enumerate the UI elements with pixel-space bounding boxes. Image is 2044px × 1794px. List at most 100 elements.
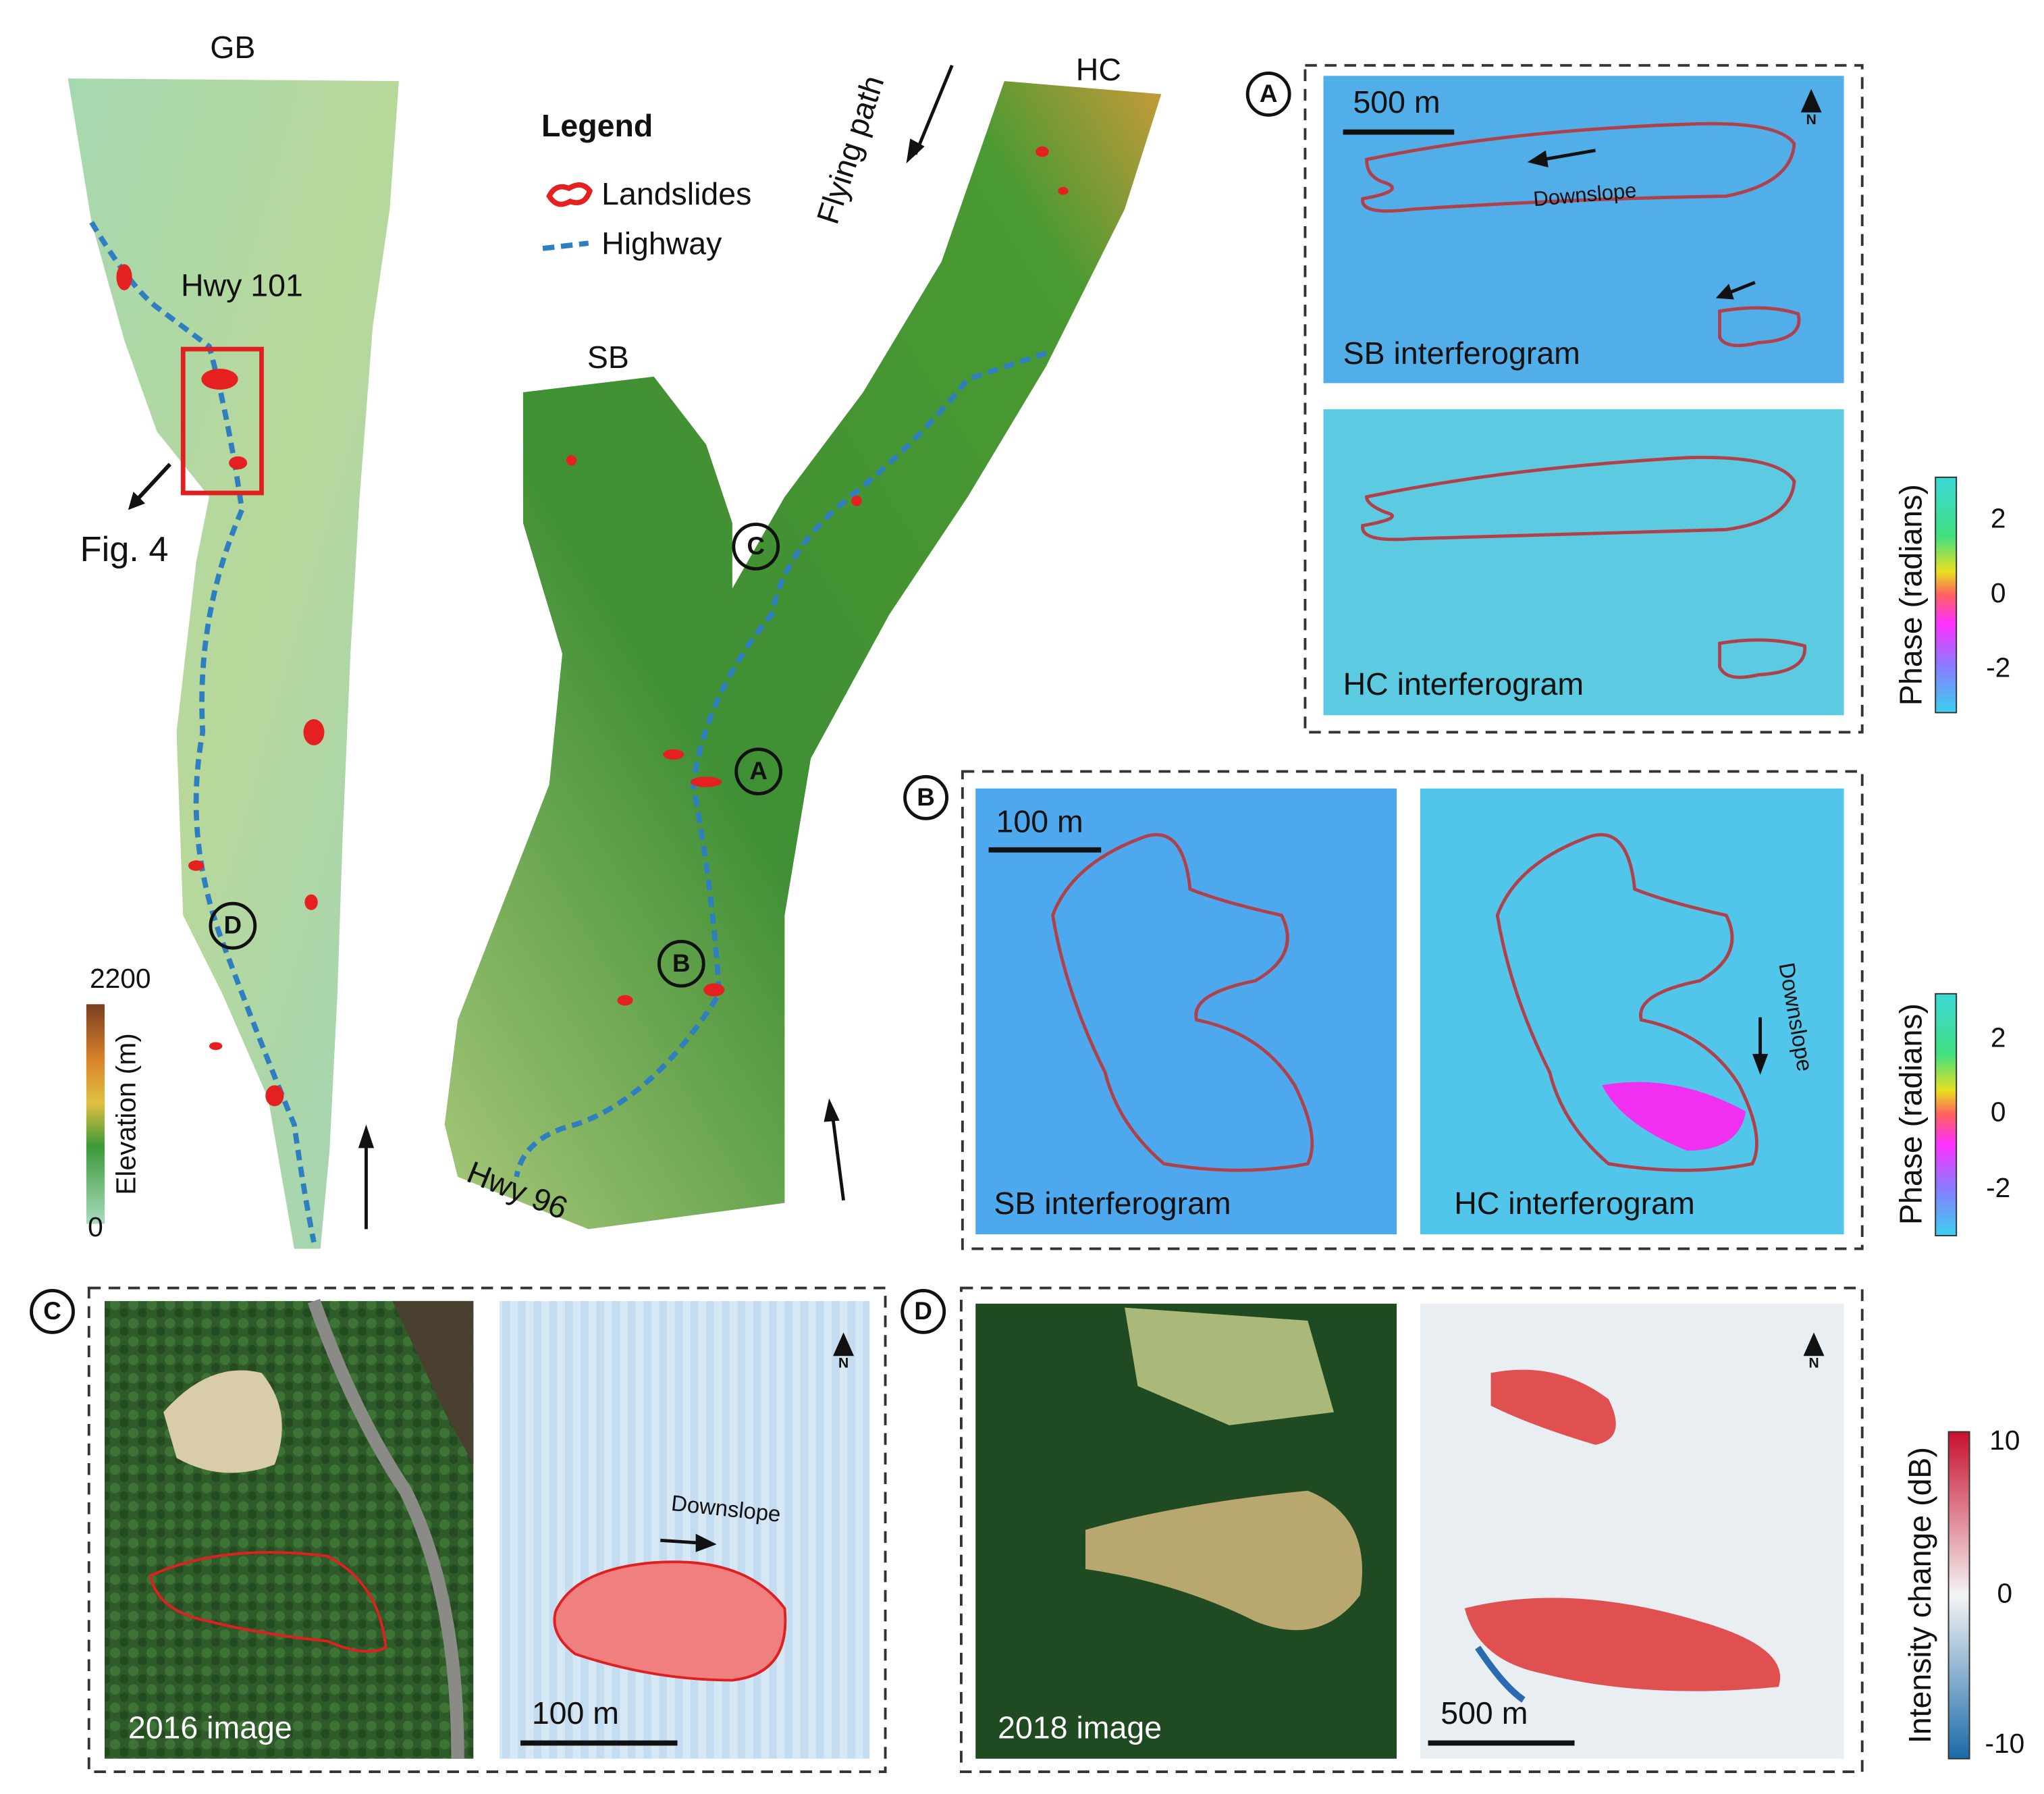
colorbar [1935,476,1958,714]
image-label: SB interferogram [994,1186,1231,1221]
colorbar [1947,1431,1970,1760]
north-label: N [838,1354,849,1371]
site-marker: C [732,523,780,571]
north-label: N [1806,111,1816,128]
panel-frame [87,1286,887,1774]
panel-marker: D [900,1288,946,1334]
arrow-head [1527,150,1549,167]
scale-label: 100 m [532,1695,619,1731]
legend-item: Highway [601,226,722,261]
panel-marker: C [30,1288,75,1334]
road [307,1298,464,1759]
colorbar-tick: -10 [1985,1728,2024,1759]
map-label: GB [210,30,255,65]
landslide-outline [1051,833,1314,1172]
north-label: N [1808,1354,1819,1371]
site-marker: B [657,939,705,988]
arrow [1542,149,1596,161]
site-marker: A [734,747,782,795]
legend-item: Landslides [601,176,751,211]
landslide-outline [1718,306,1801,348]
image-label: 2016 image [128,1710,292,1745]
colorbar-tick: 2 [1991,503,2006,534]
river [392,1300,474,1465]
sb-hc-map [444,81,1162,1230]
panel-marker: B [903,774,949,820]
colorbar-tick: 2200 [90,963,151,994]
arrow [660,1538,700,1545]
scale-label: 500 m [1441,1695,1528,1731]
colorbar-tick: 0 [88,1211,103,1242]
legend-title: Legend [541,108,653,143]
panel-frame [959,1286,1864,1774]
svg-text:B: B [917,783,935,811]
panel-frame [1303,63,1864,734]
svg-text:A: A [749,757,768,785]
clearing [1085,1490,1363,1631]
clearing [1125,1307,1335,1425]
colorbar-tick: 0 [1991,1097,2006,1128]
map-label: SB [587,340,629,375]
north-arrow [830,1108,845,1201]
svg-text:A: A [1260,80,1278,107]
landslide-outline [1718,638,1806,679]
svg-text:D: D [224,912,242,939]
photo [104,1300,474,1759]
scar [163,1370,282,1473]
deformation [1602,1082,1746,1151]
arrow-head [1752,1053,1769,1075]
image-label: HC interferogram [1454,1186,1694,1221]
north-arrow [833,1332,855,1356]
legend-swatch [542,240,589,251]
arrow [1728,281,1756,295]
scale-label: 500 m [1353,84,1440,120]
colorbar [1935,993,1958,1237]
arrow-head [695,1533,717,1552]
intensity-image [1420,1303,1844,1759]
arrow-head [906,138,925,164]
scale-label: 100 m [996,803,1083,839]
colorbar-label: Elevation (m) [111,1033,142,1194]
north-arrow-head [358,1124,375,1149]
landslide-outline [1361,122,1796,213]
image-label: HC interferogram [1343,666,1584,702]
arrow [913,64,954,155]
interferogram [1420,788,1844,1235]
fig-label: Fig. 4 [80,530,169,569]
arrow-head [1715,284,1734,300]
intensity-change [1464,1598,1781,1691]
gb-map [68,78,399,1249]
panel-marker: A [1245,72,1291,117]
landslides [116,264,325,1107]
image-label: SB interferogram [1343,336,1580,371]
colorbar-label: Intensity change (dB) [1902,1447,1937,1743]
landslide-outline [1495,833,1758,1172]
intensity-change [1475,1645,1526,1703]
map-label: Flying path [810,71,891,228]
svg-text:C: C [747,532,765,560]
colorbar-label: Phase (radians) [1893,1003,1929,1225]
arrow-head [128,492,146,510]
colorbar [86,1004,105,1224]
colorbar-tick: 2 [1991,1022,2006,1053]
site-marker: D [209,901,257,950]
fig4-box [180,346,264,496]
intensity-image [500,1300,870,1759]
north-arrow [1803,1332,1825,1356]
colorbar-tick: 10 [1989,1425,2020,1456]
map-label: HC [1076,52,1121,87]
panel-frame [961,770,1864,1250]
svg-text:B: B [672,949,691,977]
landslides [566,146,1069,1006]
image-label: 2018 image [998,1710,1162,1745]
north-arrow-head [824,1098,840,1122]
colorbar-tick: -2 [1986,652,2010,683]
road-label: Hwy 101 [181,267,303,302]
landslide-outline [149,1551,387,1653]
colorbar-tick: -2 [1986,1172,2010,1203]
colorbar-tick: 0 [1991,577,2006,608]
svg-text:C: C [43,1297,61,1325]
landslide-outline [1361,456,1796,542]
arrow [134,463,171,502]
